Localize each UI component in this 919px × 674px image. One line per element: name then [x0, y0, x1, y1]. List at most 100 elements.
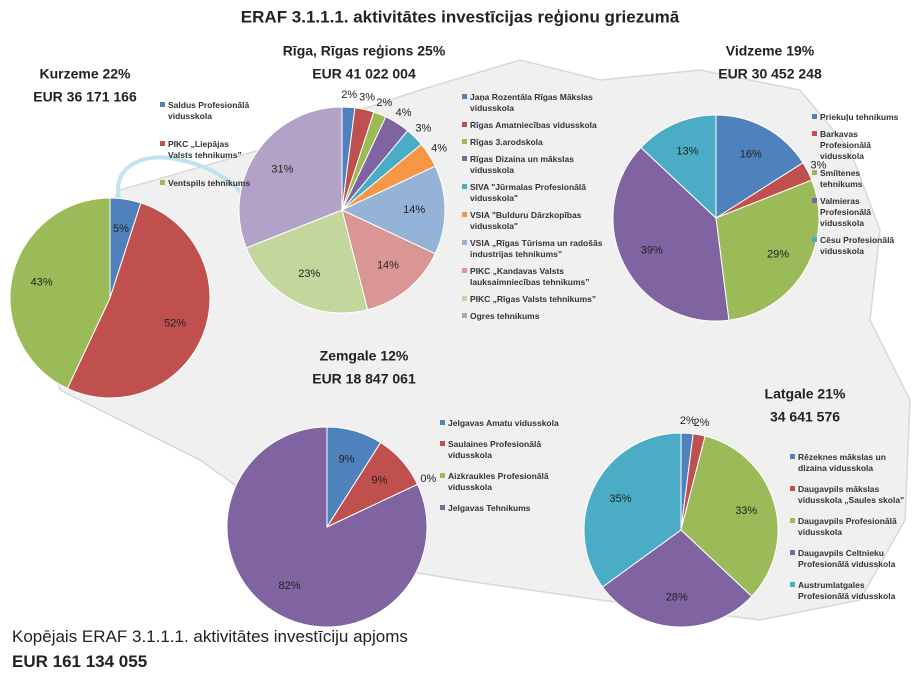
- slice-label: 82%: [278, 580, 300, 592]
- slice-label: 28%: [666, 592, 688, 604]
- legend-label: Jelgavas Amatu vidusskola: [448, 418, 559, 428]
- legend: Jelgavas Amatu vidusskola Saulaines Profe…: [440, 418, 568, 524]
- legend-swatch: [790, 582, 795, 587]
- slice-label: 5%: [113, 223, 129, 235]
- legend-item: Valmieras Profesionālā vidusskola: [812, 196, 904, 229]
- legend-item: PIKC „Liepājas Valsts tehnikums”: [160, 139, 252, 161]
- slice-label: 39%: [641, 245, 663, 257]
- pie-subtitle: EUR 41 022 004: [312, 66, 416, 82]
- legend-label: Rēzeknes mākslas un dizaina vidusskola: [798, 452, 886, 473]
- slice-label: 14%: [377, 259, 399, 271]
- legend-swatch: [812, 170, 817, 175]
- legend-item: Jaņa Rozentāla Rīgas Mākslas vidusskola: [462, 92, 607, 114]
- pie-slice: [640, 114, 717, 220]
- legend-item: Priekuļu tehnikums: [812, 112, 904, 123]
- legend-item: Smiltenes tehnikums: [812, 168, 904, 190]
- pie-slice: [245, 209, 369, 314]
- legend-swatch: [160, 141, 165, 146]
- pie-subtitle: EUR 30 452 248: [718, 66, 822, 82]
- legend-swatch: [812, 237, 817, 242]
- legend-swatch: [790, 518, 795, 523]
- legend-swatch: [462, 212, 467, 217]
- pie-slice: [715, 179, 820, 321]
- slice-label: 35%: [609, 493, 631, 505]
- legend-item: Barkavas Profesionālā vidusskola: [812, 129, 904, 162]
- slice-label: 14%: [403, 204, 425, 216]
- legend-label: Austrumlatgales Profesionālā vidusskola: [798, 580, 896, 601]
- pie-slice: [238, 106, 343, 249]
- pie-slice: [601, 529, 753, 628]
- legend-swatch: [440, 420, 445, 425]
- pie-slice: [340, 165, 446, 255]
- legend-item: PIKC „Rīgas Valsts tehnikums”: [462, 294, 607, 305]
- pie-slice: [612, 146, 730, 322]
- slice-label: 13%: [676, 146, 698, 158]
- pie-title: Zemgale 12%: [320, 348, 409, 364]
- legend-label: Ventspils tehnikums: [168, 178, 251, 188]
- slice-label: 2%: [693, 417, 709, 429]
- slice-label: 43%: [31, 277, 53, 289]
- legend-label: Saldus Profesionālā vidusskola: [168, 100, 250, 121]
- legend-swatch: [812, 114, 817, 119]
- slice-label: 29%: [767, 249, 789, 261]
- legend-label: PIKC „Liepājas Valsts tehnikums”: [168, 139, 242, 160]
- legend-item: Cēsu Profesionālā vidusskola: [812, 235, 904, 257]
- legend: Jaņa Rozentāla Rīgas Mākslas vidusskola R…: [462, 92, 607, 328]
- slice-label: 2%: [376, 97, 392, 109]
- legend-label: Daugavpils Celtnieku Profesionālā viduss…: [798, 548, 896, 569]
- footer-total: EUR 161 134 055: [12, 652, 148, 671]
- legend-label: Cēsu Profesionālā vidusskola: [820, 235, 895, 256]
- pie-title: Latgale 21%: [765, 386, 846, 402]
- legend-swatch: [812, 131, 817, 136]
- legend-label: Daugavpils Profesionālā vidusskola: [798, 516, 897, 537]
- legend-label: PIKC „Kandavas Valsts lauksaimniecības t…: [470, 266, 590, 287]
- legend-item: Rīgas Amatniecības vidusskola: [462, 120, 607, 131]
- pie-subtitle: EUR 18 847 061: [312, 371, 416, 387]
- legend-label: Aizkraukles Profesionālā vidusskola: [448, 471, 549, 492]
- legend: Priekuļu tehnikums Barkavas Profesionālā …: [812, 112, 904, 263]
- slice-label: 33%: [735, 505, 757, 517]
- legend-label: Ogres tehnikums: [470, 311, 540, 321]
- pie-slice: [9, 197, 111, 390]
- pie-title: Vidzeme 19%: [726, 43, 815, 59]
- slice-label: 31%: [271, 163, 293, 175]
- legend-swatch: [462, 122, 467, 127]
- legend-item: Daugavpils Profesionālā vidusskola: [790, 516, 915, 538]
- pie-title: Kurzeme 22%: [39, 66, 131, 82]
- legend-item: Jelgavas Amatu vidusskola: [440, 418, 568, 429]
- legend-swatch: [790, 454, 795, 459]
- legend-item: VSIA „Rīgas Tūrisma un radošās industrij…: [462, 238, 607, 260]
- legend-item: Ogres tehnikums: [462, 311, 607, 322]
- page-title: ERAF 3.1.1.1. aktivitātes investīcijas r…: [241, 7, 680, 26]
- legend-swatch: [462, 268, 467, 273]
- legend-label: SIVA "Jūrmalas Profesionālā vidusskola": [470, 182, 586, 203]
- legend-item: Aizkraukles Profesionālā vidusskola: [440, 471, 568, 493]
- legend-label: Daugavpils mākslas vidusskola „Saules sk…: [798, 484, 905, 505]
- legend-item: Rēzeknes mākslas un dizaina vidusskola: [790, 452, 915, 474]
- legend-label: Rīgas Dizaina un mākslas vidusskola: [470, 154, 574, 175]
- legend-swatch: [812, 198, 817, 203]
- legend: Saldus Profesionālā vidusskola PIKC „Liep…: [160, 100, 252, 206]
- legend-swatch: [462, 94, 467, 99]
- legend-swatch: [440, 473, 445, 478]
- pie-slice: [680, 435, 779, 598]
- pie-title: Rīga, Rīgas reģions 25%: [283, 43, 446, 59]
- legend-swatch: [462, 139, 467, 144]
- legend-label: Saulaines Profesionālā vidusskola: [448, 439, 542, 460]
- legend-item: Ventspils tehnikums: [160, 178, 252, 189]
- legend-label: Barkavas Profesionālā vidusskola: [820, 129, 872, 161]
- slice-label: 2%: [680, 415, 696, 427]
- legend: Rēzeknes mākslas un dizaina vidusskola Da…: [790, 452, 915, 612]
- pie-slice: [583, 432, 682, 588]
- pie-subtitle: 34 641 576: [770, 409, 840, 425]
- legend-swatch: [462, 296, 467, 301]
- slice-label: 52%: [164, 318, 186, 330]
- pie-slice: [226, 426, 428, 628]
- slice-label: 4%: [431, 142, 447, 154]
- legend-item: Rīgas Dizaina un mākslas vidusskola: [462, 154, 607, 176]
- pie-slice: [66, 202, 211, 399]
- legend-swatch: [160, 102, 165, 107]
- legend-item: Daugavpils Celtnieku Profesionālā viduss…: [790, 548, 915, 570]
